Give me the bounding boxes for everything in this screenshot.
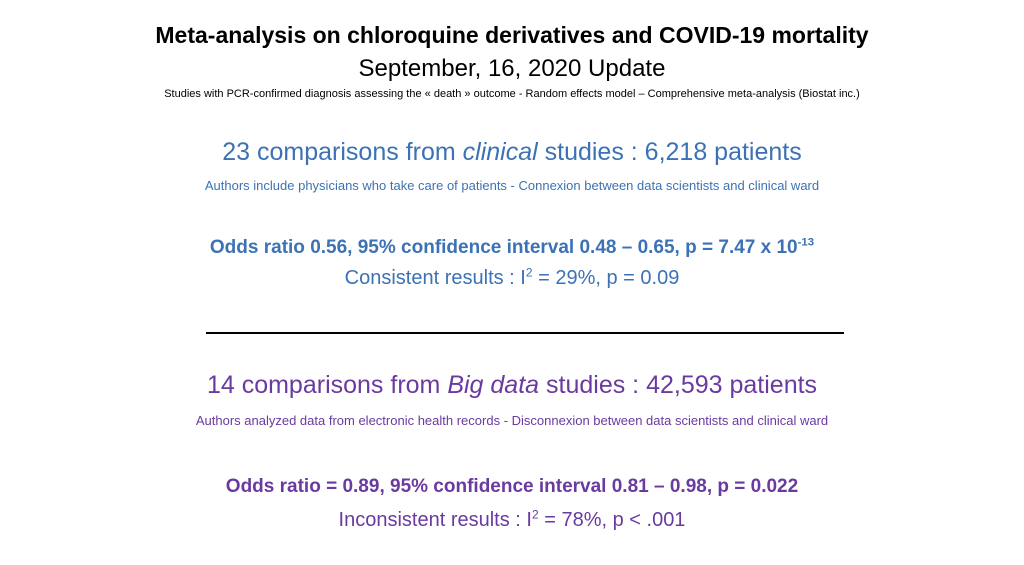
clinical-consistency-post: = 29%, p = 0.09 [532, 267, 680, 289]
bigdata-consistency-exponent: 2 [531, 507, 539, 522]
clinical-stat-exponent: -13 [797, 236, 815, 249]
clinical-heading: 23 comparisons from clinical studies : 6… [0, 138, 1024, 167]
slide-subtitle: September, 16, 2020 Update [358, 55, 666, 82]
section-divider [206, 332, 844, 334]
bigdata-heading-pre: 14 comparisons from [206, 371, 448, 399]
bigdata-consistency-pre: Inconsistent results : I [338, 509, 532, 531]
bigdata-odds-ratio: Odds ratio = 0.89, 95% confidence interv… [225, 476, 799, 497]
bigdata-heading-post: studies : 42,593 patients [539, 371, 818, 399]
clinical-odds-ratio: Odds ratio 0.56, 95% confidence interval… [0, 237, 1024, 259]
bigdata-description: Authors analyzed data from electronic he… [195, 413, 829, 428]
bigdata-heading-em: Big data [447, 371, 540, 399]
clinical-heading-post: studies : 6,218 patients [537, 138, 802, 166]
clinical-heading-em: clinical [462, 138, 538, 166]
bigdata-heading: 14 comparisons from Big data studies : 4… [0, 371, 1024, 400]
slide-title: Meta-analysis on chloroquine derivatives… [155, 22, 869, 48]
clinical-heading-pre: 23 comparisons from [222, 138, 463, 166]
bigdata-consistency-post: = 78%, p < .001 [538, 509, 686, 531]
clinical-stat-text: Odds ratio 0.56, 95% confidence interval… [209, 237, 798, 258]
bigdata-consistency: Inconsistent results : I2 = 78%, p < .00… [0, 507, 1024, 532]
methodology-note: Studies with PCR-confirmed diagnosis ass… [164, 88, 860, 100]
clinical-consistency-exponent: 2 [525, 265, 533, 280]
clinical-description: Authors include physicians who take care… [204, 178, 820, 193]
clinical-consistency-pre: Consistent results : I [344, 267, 526, 289]
clinical-consistency: Consistent results : I2 = 29%, p = 0.09 [0, 265, 1024, 290]
